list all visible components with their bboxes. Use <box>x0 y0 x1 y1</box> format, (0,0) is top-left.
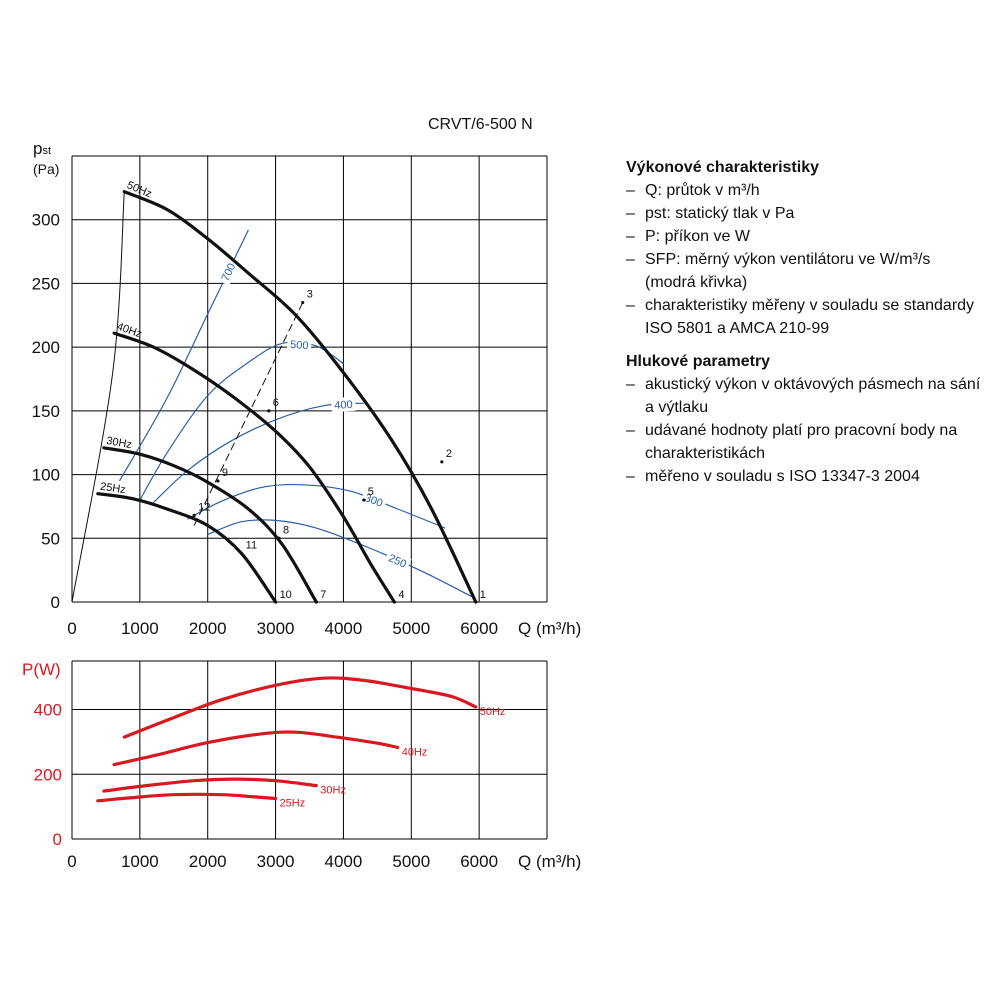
x-tick-label: 3000 <box>257 852 295 871</box>
legend-section-title: Hlukové parametry <box>626 353 771 370</box>
operating-point <box>267 409 271 413</box>
y-tick-label: 400 <box>34 701 62 720</box>
surge-line <box>71 191 125 603</box>
sfp-curve <box>207 519 473 598</box>
operating-point-label: 1 <box>480 589 486 601</box>
operating-point <box>362 498 366 502</box>
y-tick-label: 150 <box>32 402 60 421</box>
operating-point-label: 8 <box>283 524 289 536</box>
operating-point-label: 2 <box>446 448 452 460</box>
power-curve-label: 50Hz <box>480 706 506 718</box>
x-tick-label: 6000 <box>460 852 498 871</box>
y-tick-label: 200 <box>32 338 60 357</box>
operating-point-label: 4 <box>398 589 404 601</box>
power-curve <box>96 792 278 803</box>
fan-curve <box>96 492 278 604</box>
operating-point <box>314 600 318 604</box>
operating-point-label: 10 <box>280 589 292 601</box>
sfp-curve-label: 500 <box>290 339 309 352</box>
sfp-curve <box>187 483 446 529</box>
main-chart-grid: 0 1000 2000 3000 4000 5000 6000050100150200250… <box>32 155 581 638</box>
fan-curve-label: 30Hz <box>105 435 132 451</box>
legend-item: P: příkon ve W <box>626 225 996 248</box>
y-tick-label: 0 <box>53 830 62 849</box>
y-tick-label: 50 <box>41 529 60 548</box>
sfp-label-bg <box>286 336 312 353</box>
operating-point <box>277 536 281 540</box>
model-title: CRVT/6-500 N <box>428 116 533 133</box>
x-tick-label: 2000 <box>189 852 227 871</box>
operating-point <box>474 600 478 604</box>
pressure-axis-label: pst (Pa) <box>33 139 60 178</box>
power-curve-label: 30Hz <box>320 785 346 797</box>
operating-point-label: 6 <box>273 397 279 409</box>
main-chart-plot: 70050040030025050Hz40Hz30Hz25Hz123456789… <box>71 179 486 604</box>
operating-point-label: 9 <box>222 467 228 479</box>
sfp-label-bg <box>383 549 412 572</box>
power-curve-label: 25Hz <box>280 798 306 810</box>
x-tick-label: 0 <box>67 619 76 638</box>
x-tick-label: 5000 <box>392 619 430 638</box>
x-tick-label: 4000 <box>325 619 363 638</box>
x-tick-label: 4000 <box>325 852 363 871</box>
sfp-label-bg <box>216 258 240 286</box>
operating-point <box>240 551 244 556</box>
y-tick-label: 100 <box>32 466 60 485</box>
x-tick-label: 5000 <box>392 852 430 871</box>
power-curve <box>102 777 318 793</box>
x-tick-label: 3000 <box>257 619 295 638</box>
operating-point-label: 5 <box>368 486 374 498</box>
y-tick-label: 300 <box>32 211 60 230</box>
operating-point-label: 7 <box>320 589 326 601</box>
y-tick-label: 0 <box>51 593 60 612</box>
power-curve <box>112 730 400 767</box>
y-tick-label: 200 <box>34 765 62 784</box>
operating-point-label: 11 <box>246 540 257 552</box>
sfp-curve <box>139 341 344 501</box>
legend-item: SFP: měrný výkon ventilátoru ve W/m³/s (… <box>626 248 985 294</box>
x-tick-label: 0 <box>67 852 76 871</box>
operating-point-label: 3 <box>307 289 313 301</box>
power-axis-label: P(W) <box>22 660 61 679</box>
sfp-curve-label: 400 <box>334 399 353 412</box>
power-chart-grid: 0 1000 2000 3000 4000 5000 6000 0 200 400 Q (m³/h) <box>34 660 581 871</box>
x-axis-label: Q (m³/h) <box>518 619 581 638</box>
operating-point <box>392 600 396 604</box>
power-chart-plot: 50Hz 40Hz 30Hz 25Hz <box>96 676 506 810</box>
legend-section-title: Výkonové charakteristiky <box>626 159 819 176</box>
legend-item: akustický výkon v oktávových pásmech na … <box>626 373 985 419</box>
legend-item: udávané hodnoty platí pro pracovní body … <box>626 419 985 465</box>
legend-list: akustický výkon v oktávových pásmech na … <box>626 373 996 488</box>
operating-point <box>192 513 196 517</box>
sfp-label-bg <box>360 489 388 511</box>
x-tick-label: 1000 <box>121 852 159 871</box>
legend-item: pst: statický tlak v Pa <box>626 202 996 225</box>
power-curve <box>122 676 478 739</box>
power-curve-label: 40Hz <box>402 746 428 758</box>
x-tick-label: 2000 <box>189 619 227 638</box>
legend-item: Q: průtok v m³/h <box>626 179 996 202</box>
legend-item: charakteristiky měřeny v souladu se stan… <box>626 294 985 340</box>
fan-curve <box>102 446 318 604</box>
legend-item: měřeno v souladu s ISO 13347-3 2004 <box>626 465 985 488</box>
fan-curve-label: 25Hz <box>99 481 126 497</box>
fan-curve <box>122 190 478 604</box>
sfp-label-bg <box>331 396 356 413</box>
operating-point <box>440 460 444 464</box>
legend-list: Q: průtok v m³/h pst: statický tlak v Pa… <box>626 179 996 340</box>
operating-point <box>273 600 278 604</box>
x-axis-label: Q (m³/h) <box>518 852 581 871</box>
sfp-curve <box>152 402 364 504</box>
operating-point <box>216 479 220 483</box>
operating-point-label: 12 <box>198 501 210 513</box>
fan-curve <box>112 331 396 604</box>
system-resistance-line <box>193 302 304 526</box>
legend-panel: Výkonové charakteristiky Q: průtok v m³/… <box>626 156 996 498</box>
operating-point <box>301 300 305 305</box>
x-tick-label: 1000 <box>121 619 159 638</box>
y-tick-label: 250 <box>32 274 60 293</box>
x-tick-label: 6000 <box>460 619 498 638</box>
